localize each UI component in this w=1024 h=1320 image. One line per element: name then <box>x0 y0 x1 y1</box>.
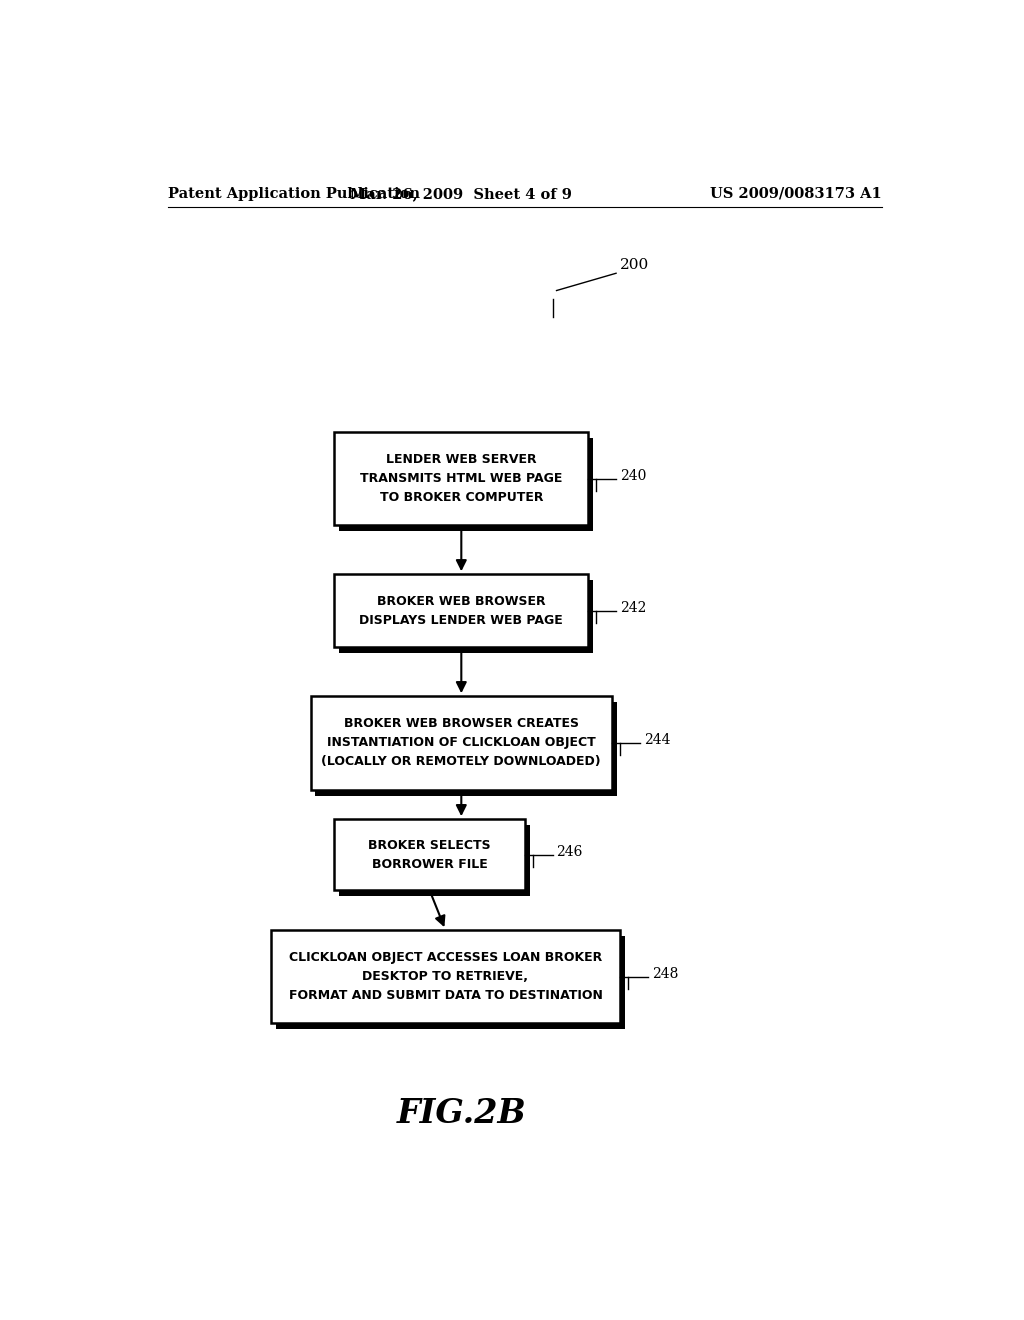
Bar <box>310 696 612 789</box>
Bar <box>334 818 524 890</box>
Text: Mar. 26, 2009  Sheet 4 of 9: Mar. 26, 2009 Sheet 4 of 9 <box>350 187 572 201</box>
Text: BROKER WEB BROWSER CREATES
INSTANTIATION OF CLICKLOAN OBJECT
(LOCALLY OR REMOTEL: BROKER WEB BROWSER CREATES INSTANTIATION… <box>322 717 601 768</box>
Text: LENDER WEB SERVER
TRANSMITS HTML WEB PAGE
TO BROKER COMPUTER: LENDER WEB SERVER TRANSMITS HTML WEB PAG… <box>360 453 562 504</box>
Bar <box>275 936 625 1030</box>
Bar <box>315 702 616 796</box>
Bar <box>334 574 588 647</box>
Text: 248: 248 <box>652 966 678 981</box>
Text: 240: 240 <box>620 469 646 483</box>
Text: US 2009/0083173 A1: US 2009/0083173 A1 <box>711 187 882 201</box>
Bar <box>339 825 529 896</box>
Bar <box>339 581 593 653</box>
Text: CLICKLOAN OBJECT ACCESSES LOAN BROKER
DESKTOP TO RETRIEVE,
FORMAT AND SUBMIT DAT: CLICKLOAN OBJECT ACCESSES LOAN BROKER DE… <box>289 952 602 1002</box>
Text: 244: 244 <box>644 733 671 747</box>
Text: FIG.2B: FIG.2B <box>396 1097 526 1130</box>
Text: 246: 246 <box>557 845 583 858</box>
Bar <box>270 929 620 1023</box>
Text: BROKER SELECTS
BORROWER FILE: BROKER SELECTS BORROWER FILE <box>369 838 490 871</box>
Bar <box>339 438 593 532</box>
Text: Patent Application Publication: Patent Application Publication <box>168 187 420 201</box>
Bar <box>334 432 588 525</box>
Text: 242: 242 <box>620 601 646 615</box>
Text: 200: 200 <box>620 259 649 272</box>
Text: BROKER WEB BROWSER
DISPLAYS LENDER WEB PAGE: BROKER WEB BROWSER DISPLAYS LENDER WEB P… <box>359 595 563 627</box>
